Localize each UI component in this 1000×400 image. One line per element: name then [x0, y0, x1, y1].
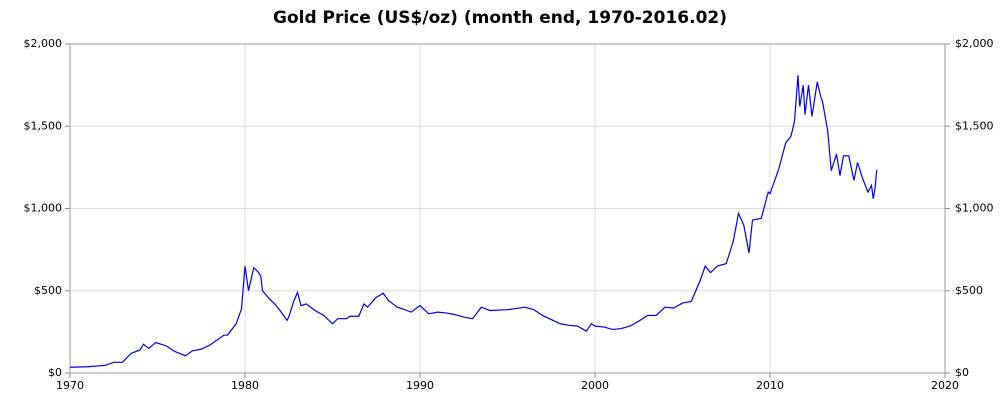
x-tick-label: 2020 [931, 379, 959, 392]
y2-tick-label: $0 [955, 366, 969, 379]
chart-title: Gold Price (US$/oz) (month end, 1970-201… [273, 8, 727, 28]
plot-frame [69, 43, 946, 374]
y2-tick-label: $2,000 [955, 37, 994, 50]
x-tick-label: 1990 [406, 379, 434, 392]
x-tick-label: 2010 [756, 379, 784, 392]
y-tick-label: $500 [34, 284, 62, 297]
y2-tick-label: $1,500 [955, 119, 994, 132]
line-series [69, 75, 878, 368]
y-tick-label: $0 [48, 366, 62, 379]
y2-tick-label: $1,000 [955, 202, 994, 215]
x-tick-label: 1970 [56, 379, 84, 392]
x-tick-label: 2000 [581, 379, 609, 392]
y2-tick-label: $500 [955, 284, 983, 297]
y-tick-label: $1,500 [24, 119, 63, 132]
y-tick-label: $1,000 [24, 202, 63, 215]
y-tick-label: $2,000 [24, 37, 63, 50]
x-tick-label: 1980 [231, 379, 259, 392]
